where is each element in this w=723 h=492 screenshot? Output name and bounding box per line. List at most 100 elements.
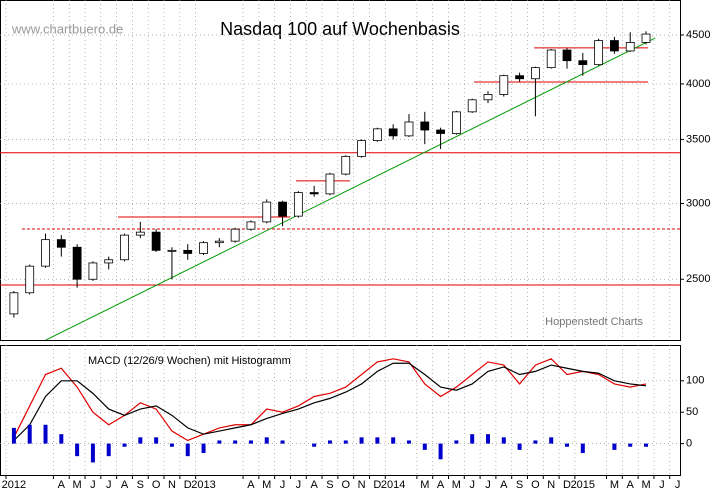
- x-tick-label: A: [500, 479, 508, 491]
- histogram-bar: [201, 443, 206, 454]
- histogram-bar: [233, 440, 238, 444]
- x-tick-label: S: [326, 479, 333, 491]
- y-tick-label: 0: [686, 438, 692, 450]
- x-tick-label: M: [262, 479, 271, 491]
- candle-body: [531, 67, 540, 80]
- histogram-bar: [75, 443, 80, 457]
- histogram-bar: [280, 440, 285, 444]
- x-tick-label: A: [437, 479, 445, 491]
- macd-title: MACD (12/26/9 Wochen) mit Histogramm: [88, 355, 291, 367]
- histogram-bar: [454, 440, 459, 444]
- candle-body: [325, 173, 335, 195]
- y-tick-label: 50: [686, 406, 698, 418]
- histogram-bar: [612, 443, 617, 450]
- price-plot: [0, 0, 680, 340]
- y-tick-label: 4000: [686, 78, 710, 90]
- candle-body: [562, 49, 572, 62]
- histogram-bar: [59, 434, 64, 444]
- x-tick-label: J: [675, 479, 681, 491]
- candle-body: [41, 239, 50, 267]
- histogram-bar: [549, 437, 554, 444]
- histogram-bar: [122, 443, 127, 447]
- x-tick-label: A: [58, 479, 66, 491]
- candle-body: [610, 40, 619, 52]
- x-tick-label: M: [610, 479, 619, 491]
- x-tick-label: O: [531, 479, 540, 491]
- histogram-bar: [485, 434, 490, 444]
- source: www.chartbuero.de: [11, 21, 123, 36]
- histogram-bar: [501, 437, 506, 444]
- histogram-bar: [406, 440, 411, 444]
- x-tick-label: M: [73, 479, 82, 491]
- histogram-bar: [375, 437, 380, 444]
- candle-body: [25, 265, 35, 294]
- candle-body: [278, 201, 287, 217]
- x-tick-label: D: [373, 479, 381, 491]
- x-tick-label: M: [420, 479, 429, 491]
- histogram-bar: [11, 427, 16, 444]
- candle-body: [72, 246, 82, 280]
- candle-body: [641, 33, 651, 43]
- histogram-bar: [628, 443, 633, 447]
- y-tick-label: 100: [686, 375, 704, 387]
- macd-frame: [0, 345, 681, 476]
- histogram-bar: [264, 437, 269, 444]
- candle-body: [372, 128, 382, 142]
- candle-body: [404, 121, 414, 137]
- candle-body: [151, 231, 161, 251]
- x-tick-label: A: [247, 479, 255, 491]
- histogram-bar: [106, 443, 111, 457]
- macd-line: [13, 358, 647, 442]
- candle-body: [9, 292, 19, 315]
- histogram-bar: [533, 440, 538, 444]
- candle-body: [388, 128, 398, 137]
- candle-body: [88, 262, 98, 280]
- histogram-bar: [27, 424, 32, 444]
- x-tick-label: A: [121, 479, 129, 491]
- histogram-bar: [90, 443, 95, 463]
- histogram-bar: [644, 443, 649, 447]
- candle-body: [483, 94, 493, 101]
- macd-plot: [0, 345, 680, 475]
- x-tick-label: 2012: [2, 479, 26, 491]
- x-tick-label: 2013: [191, 479, 215, 491]
- x-tick-label: J: [280, 479, 286, 491]
- candle-body: [56, 239, 66, 248]
- y-tick-label: 2500: [686, 273, 710, 285]
- candle-body: [199, 242, 208, 254]
- x-tick-label: J: [469, 479, 475, 491]
- candle-body: [546, 49, 556, 69]
- trend-line: [44, 37, 656, 340]
- histogram-bar: [154, 437, 159, 444]
- x-tick-label: O: [152, 479, 161, 491]
- candle-body: [246, 221, 256, 230]
- macd-line: [13, 362, 647, 441]
- histogram-bar: [565, 443, 570, 447]
- candle-body: [357, 140, 366, 157]
- candle-body: [451, 111, 461, 134]
- candle-body: [467, 99, 477, 113]
- candle-body: [135, 231, 145, 236]
- histogram-bar: [169, 443, 174, 447]
- x-tick-label: A: [627, 479, 635, 491]
- y-tick-label: 3500: [686, 133, 710, 145]
- y-tick-label: 4500: [686, 29, 710, 41]
- candle-body: [499, 75, 509, 95]
- x-tick-label: S: [137, 479, 144, 491]
- candle-body: [293, 192, 303, 217]
- credit: Hoppenstedt Charts: [545, 316, 643, 328]
- x-tick-label: N: [358, 479, 366, 491]
- candle-body: [167, 249, 177, 252]
- x-tick-label: J: [485, 479, 491, 491]
- x-tick-label: J: [90, 479, 96, 491]
- candle-body: [515, 75, 525, 80]
- histogram-bar: [248, 440, 253, 444]
- candle-body: [183, 249, 193, 254]
- x-tick-label: 2015: [571, 479, 595, 491]
- histogram-bar: [517, 443, 522, 450]
- price-frame: [0, 0, 681, 341]
- x-tick-label: S: [516, 479, 523, 491]
- candle-body: [578, 60, 588, 66]
- candle-body: [309, 192, 319, 195]
- candle-body: [341, 155, 351, 175]
